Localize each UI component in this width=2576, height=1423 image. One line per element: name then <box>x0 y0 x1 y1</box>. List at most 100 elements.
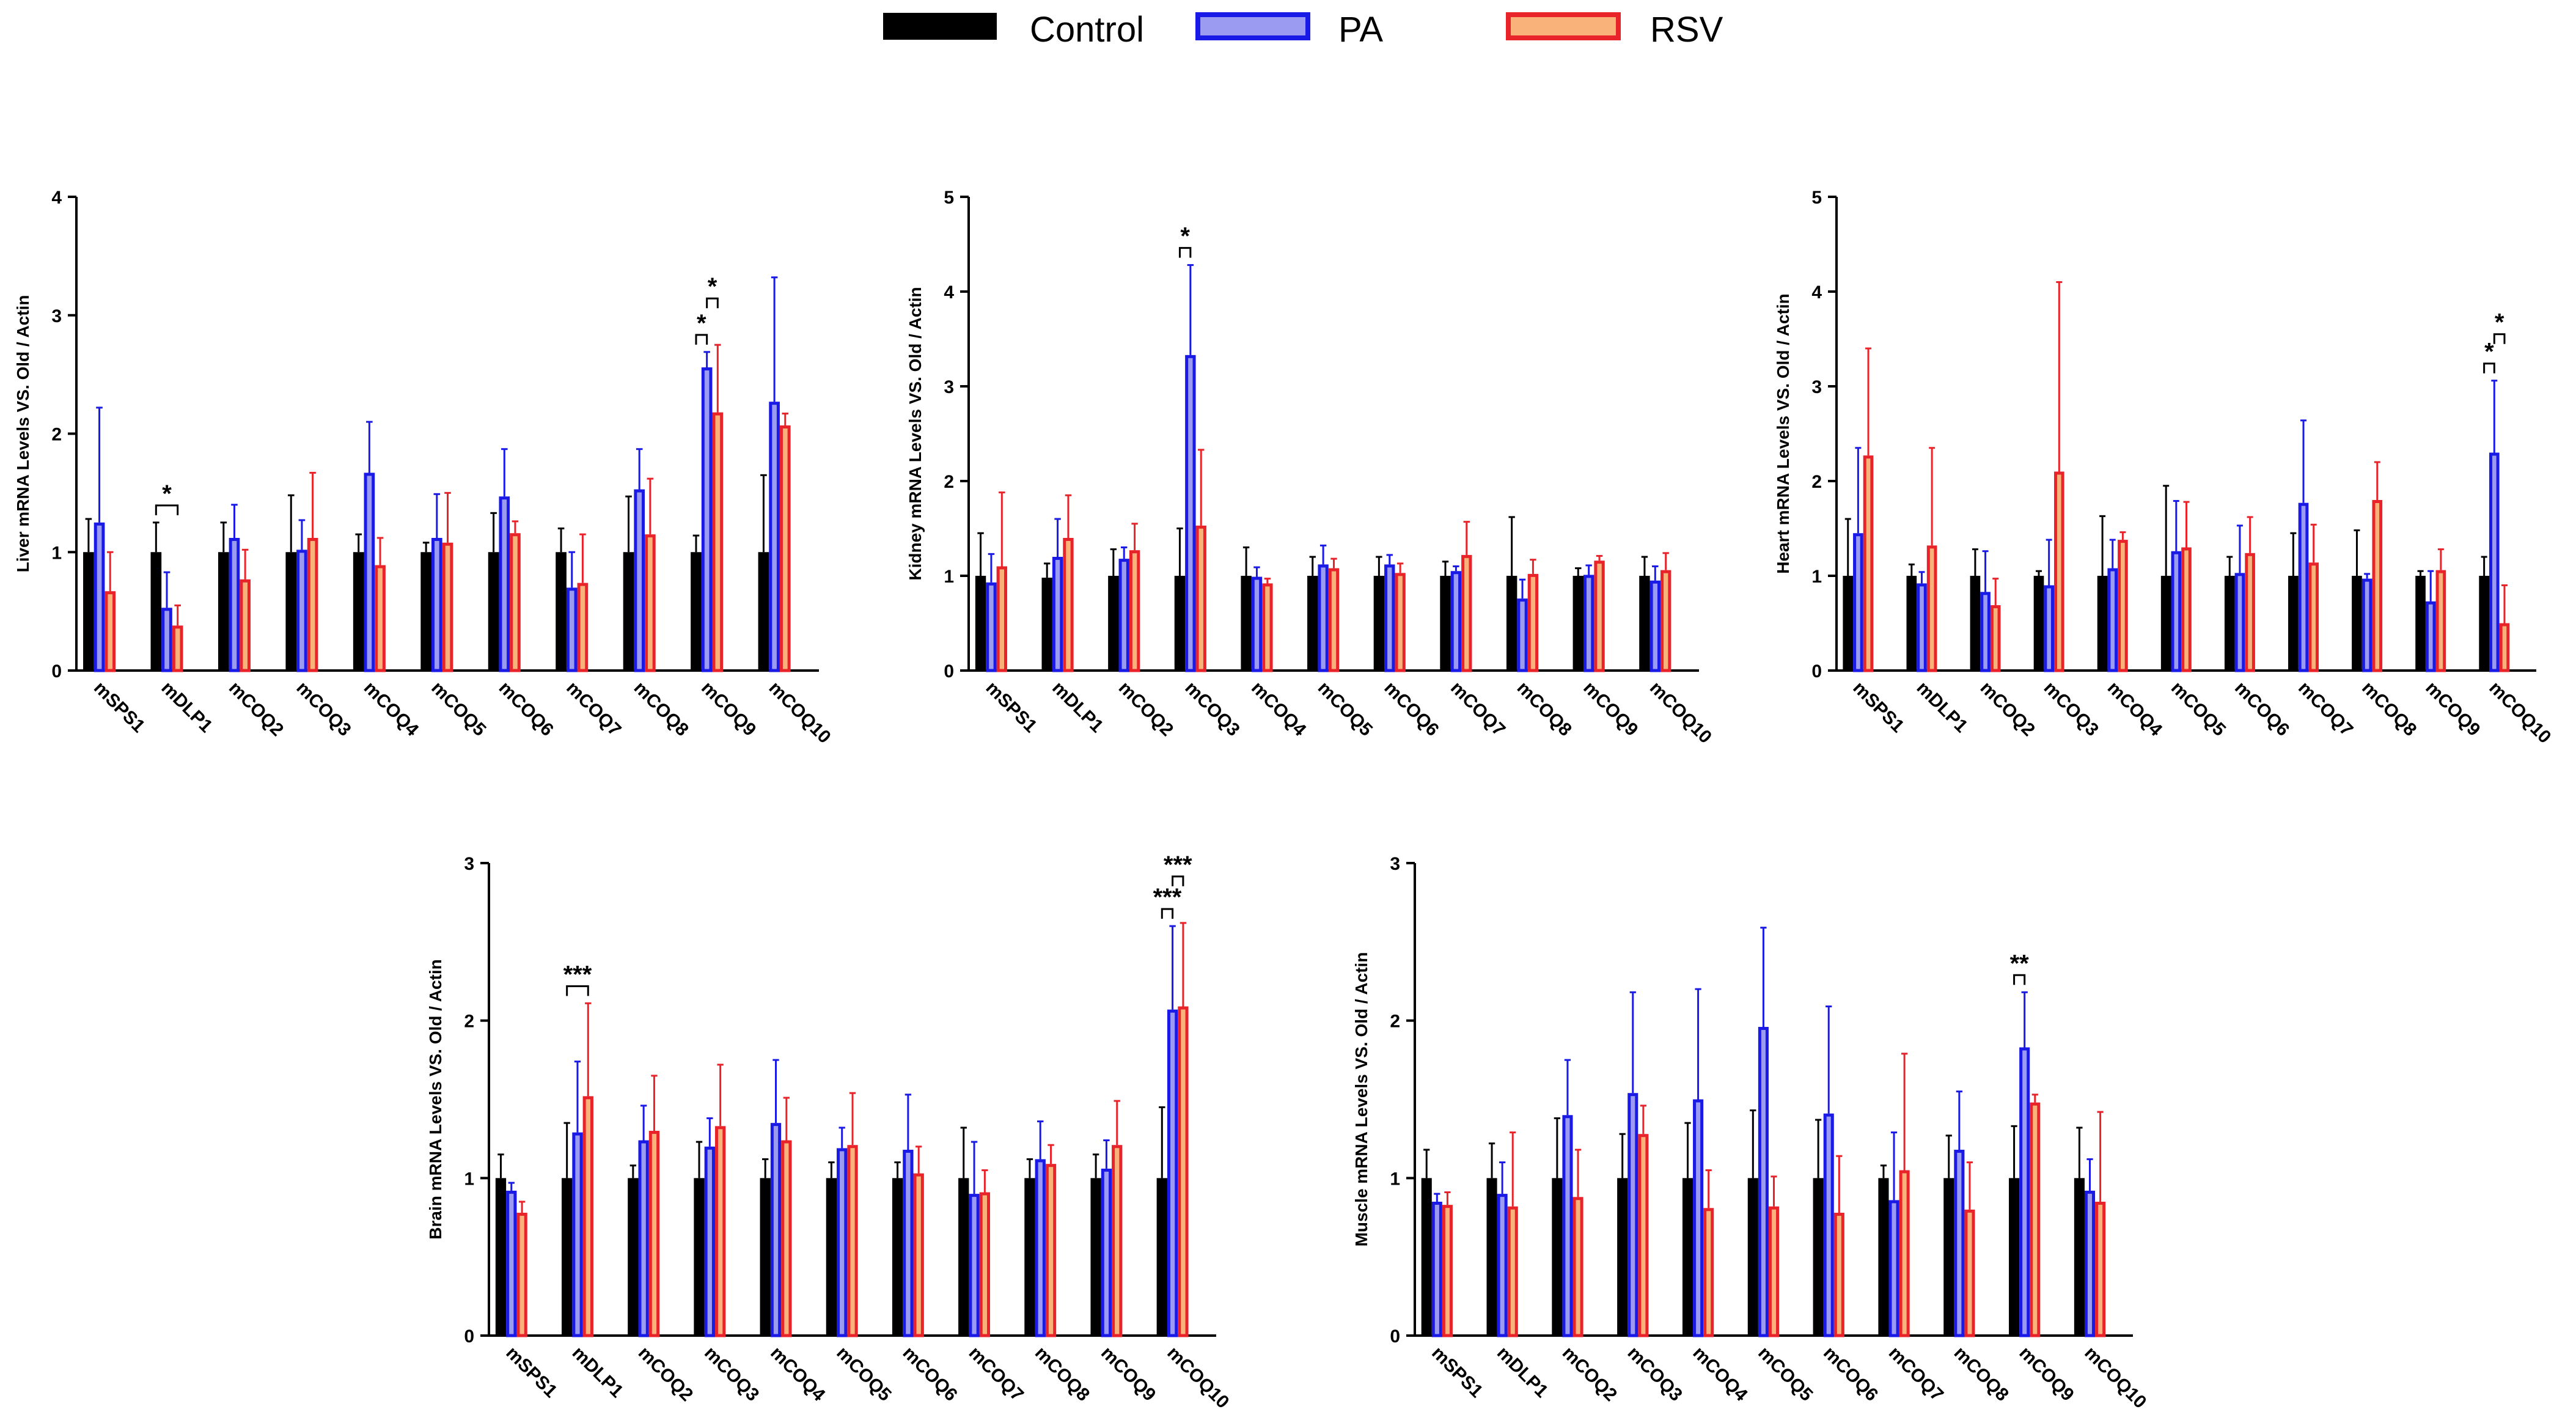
kidney-category-label: mCOQ10 <box>1646 678 1715 748</box>
heart-y-axis-title: Heart mRNA Levels VS. Old / Actin <box>1774 293 1793 574</box>
brain-y-tick-label: 1 <box>464 1169 474 1189</box>
liver-bar-control <box>83 552 94 672</box>
liver-bar-pa <box>94 522 105 672</box>
muscle-bar-rsv <box>1572 1197 1583 1337</box>
heart-bar-control <box>2097 576 2108 672</box>
brain-bar-control <box>694 1178 705 1337</box>
brain-bar-rsv <box>979 1192 991 1337</box>
brain-significance-bracket <box>1172 875 1184 886</box>
heart-bar-rsv <box>2372 500 2383 672</box>
kidney-y-tick-label: 0 <box>944 661 954 682</box>
liver-bar-control <box>285 552 297 672</box>
brain-bar-control <box>958 1178 969 1337</box>
panel-liver: 0 1 2 3 4 Liver mRNA Levels VS. Old / Actin mS… <box>13 188 835 748</box>
brain-bar-control <box>760 1178 771 1337</box>
heart-significance-label: * <box>2495 309 2504 336</box>
heart-bar-control <box>2415 576 2426 672</box>
liver-bar-rsv <box>375 565 386 672</box>
kidney-bar-rsv <box>1594 561 1605 672</box>
liver-bar-pa <box>566 587 578 672</box>
brain-y-tick-label: 3 <box>464 854 474 874</box>
muscle-y-tick-label: 2 <box>1390 1012 1400 1032</box>
heart-y-tick-label: 2 <box>1811 472 1822 492</box>
heart-bar-control <box>2160 576 2171 672</box>
heart-bar-rsv <box>2118 540 2128 672</box>
legend-swatch-control <box>883 13 997 40</box>
kidney-y-axis-title: Kidney mRNA Levels VS. Old / Actin <box>906 287 925 580</box>
muscle-bar-control <box>1617 1178 1628 1337</box>
brain-category-label: mCOQ7 <box>965 1343 1027 1405</box>
muscle-bar-control <box>1552 1178 1563 1337</box>
muscle-bar-rsv <box>1442 1205 1453 1337</box>
kidney-y-tick-label: 3 <box>944 377 954 397</box>
heart-bar-control <box>2033 576 2044 672</box>
liver-bar-pa <box>296 550 307 672</box>
liver-bar-rsv <box>442 542 453 672</box>
kidney-bar-rsv <box>1660 570 1671 672</box>
liver-y-tick-label: 2 <box>51 425 62 445</box>
muscle-significance-label: ** <box>2010 950 2030 977</box>
muscle-bar-pa <box>1823 1113 1834 1337</box>
liver-y-tick-label: 1 <box>51 543 62 563</box>
kidney-bar-rsv <box>1527 573 1539 672</box>
kidney-bar-rsv <box>1262 583 1273 672</box>
brain-bar-rsv <box>1112 1145 1123 1337</box>
muscle-bar-control <box>1421 1178 1432 1337</box>
muscle-bar-rsv <box>1899 1170 1910 1337</box>
kidney-category-label: mCOQ2 <box>1115 678 1177 740</box>
kidney-bar-rsv <box>1129 550 1140 672</box>
muscle-y-tick-label: 1 <box>1390 1169 1400 1189</box>
heart-bar-rsv <box>2181 547 2192 672</box>
muscle-category-label: mCOQ2 <box>1558 1343 1621 1405</box>
legend: Control PA RSV <box>883 10 1723 50</box>
muscle-bar-rsv <box>2030 1102 2041 1337</box>
liver-significance-label: * <box>697 310 706 337</box>
brain-bar-pa <box>1101 1168 1112 1337</box>
muscle-bar-control <box>1486 1178 1497 1337</box>
muscle-bar-rsv <box>1768 1206 1780 1337</box>
heart-category-label: mCOQ4 <box>2104 678 2167 741</box>
muscle-y-tick-label: 0 <box>1390 1326 1400 1347</box>
kidney-bar-rsv <box>1195 525 1206 672</box>
liver-bar-rsv <box>240 579 251 672</box>
liver-bar-control <box>623 552 634 672</box>
brain-bar-control <box>562 1178 573 1337</box>
liver-bar-control <box>353 552 364 672</box>
heart-bar-pa <box>1980 592 1991 672</box>
muscle-category-label: mCOQ10 <box>2080 1343 2150 1413</box>
liver-bar-pa <box>229 538 240 672</box>
brain-bar-pa <box>704 1146 715 1337</box>
brain-y-axis-title: Brain mRNA Levels VS. Old / Actin <box>426 959 445 1239</box>
brain-bar-control <box>1024 1178 1035 1337</box>
brain-bar-rsv <box>648 1131 660 1337</box>
kidney-category-label: mCOQ8 <box>1513 678 1576 740</box>
heart-bar-pa <box>1853 533 1863 672</box>
kidney-category-label: mCOQ7 <box>1447 678 1509 740</box>
liver-bar-rsv <box>577 583 589 672</box>
brain-significance-bracket <box>566 985 589 996</box>
liver-bar-control <box>758 552 769 672</box>
legend-item-control: Control <box>883 10 1144 50</box>
kidney-bar-control <box>1041 578 1052 672</box>
liver-bar-rsv <box>510 533 521 672</box>
kidney-bar-pa <box>1318 564 1329 672</box>
panel-heart: 0 1 2 3 4 5 Heart mRNA Levels VS. Old / Actin m… <box>1774 188 2555 748</box>
liver-category-label: mCOQ4 <box>360 678 423 741</box>
muscle-significance-bracket <box>2013 974 2026 985</box>
liver-category-label: mCOQ2 <box>225 678 287 740</box>
brain-bar-rsv <box>1045 1164 1057 1337</box>
kidney-y-tick-label: 5 <box>944 188 954 208</box>
kidney-category-label: mCOQ6 <box>1380 678 1442 740</box>
liver-category-label: mDLP1 <box>157 678 216 737</box>
kidney-category-label: mSPS1 <box>982 678 1041 737</box>
kidney-bar-control <box>1506 576 1517 672</box>
liver-significance-label: * <box>162 480 172 507</box>
brain-bar-control <box>495 1178 507 1337</box>
kidney-bar-pa <box>1251 576 1263 672</box>
liver-bar-rsv <box>779 425 791 672</box>
heart-category-label: mCOQ3 <box>2040 678 2102 740</box>
liver-category-label: mCOQ5 <box>427 678 490 740</box>
brain-bar-rsv <box>714 1126 726 1337</box>
muscle-bar-control <box>2074 1178 2085 1337</box>
